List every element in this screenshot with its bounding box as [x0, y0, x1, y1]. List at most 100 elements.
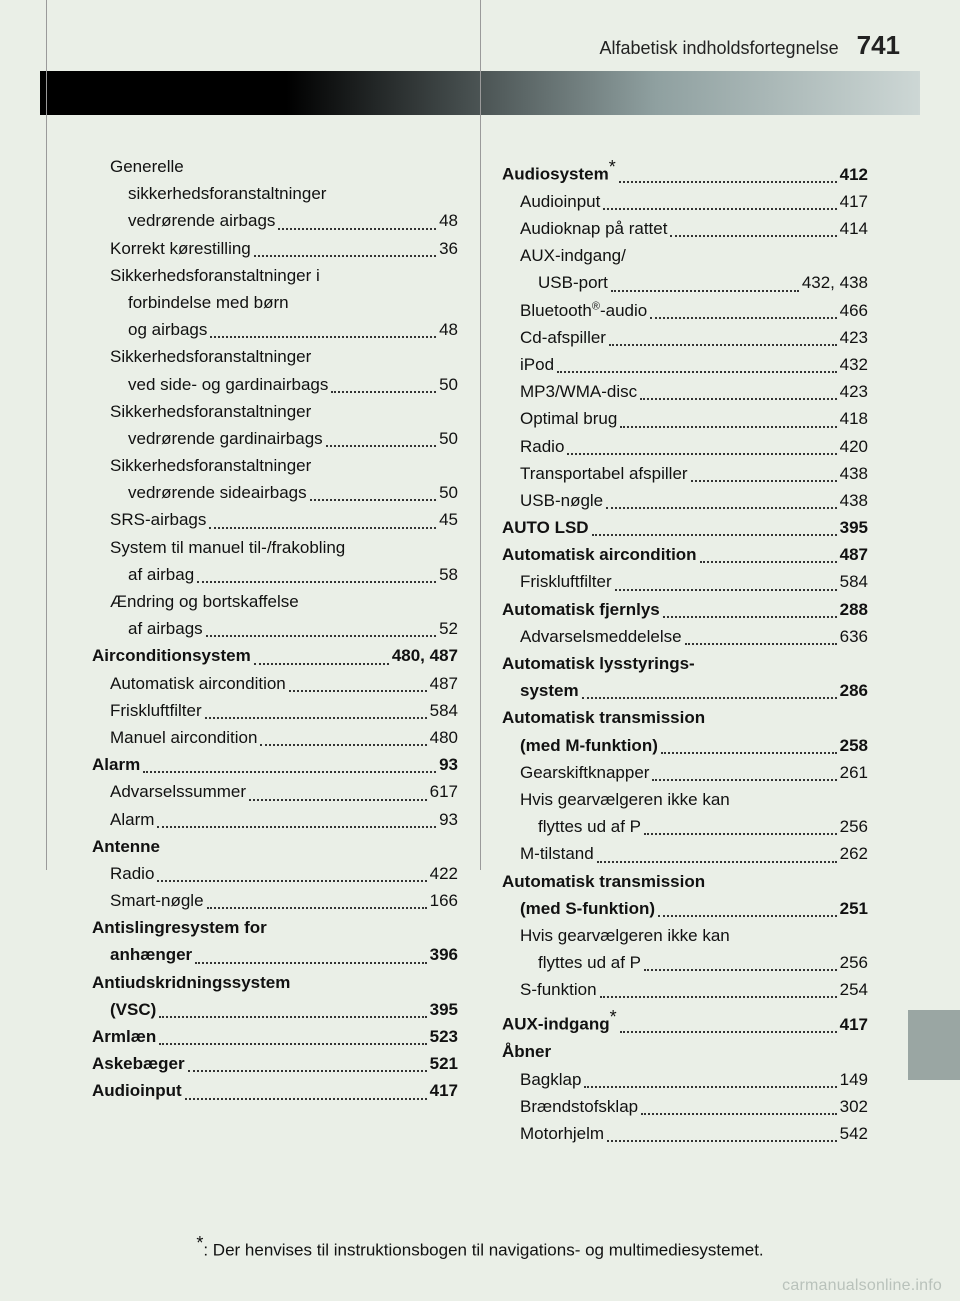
dot-leaders	[582, 686, 837, 700]
index-entry-label: system	[520, 677, 579, 704]
index-entry: Radio422	[92, 860, 458, 887]
index-entry: Optimal brug 418	[502, 405, 868, 432]
index-entry-page: 432	[840, 351, 868, 378]
index-entry-label: vedrørende airbags	[128, 207, 275, 234]
dot-leaders	[205, 705, 427, 719]
footnote-text: : Der henvises til instruktionsbogen til…	[203, 1241, 763, 1260]
dot-leaders	[157, 814, 436, 828]
index-line: Generelle	[92, 153, 458, 180]
index-entry: af airbag58	[92, 561, 458, 588]
index-entry-page: 262	[840, 840, 868, 867]
index-entry-label: AUTO LSD	[502, 514, 589, 541]
index-entry: flyttes ud af P256	[502, 949, 868, 976]
dot-leaders	[600, 985, 837, 999]
index-entry-page: 466	[840, 297, 868, 324]
index-entry-label: (VSC)	[110, 996, 156, 1023]
index-entry: Audioknap på rattet414	[502, 215, 868, 242]
index-entry-label: Optimal brug	[520, 405, 617, 432]
index-entry: Cd-afspiller423	[502, 324, 868, 351]
index-entry: (VSC)395	[92, 996, 458, 1023]
index-entry-page: 302	[840, 1093, 868, 1120]
index-entry-label: Audioinput	[92, 1077, 182, 1104]
index-line: AUX-indgang/	[502, 242, 868, 269]
index-entry-page: 256	[840, 949, 868, 976]
dot-leaders	[700, 550, 837, 564]
header-title: Alfabetisk indholdsfortegnelse	[599, 38, 838, 59]
index-line: Automatisk lysstyrings-	[502, 650, 868, 677]
dot-leaders	[143, 760, 436, 774]
index-entry: USB-nøgle438	[502, 487, 868, 514]
index-entry-page: 251	[840, 895, 868, 922]
index-entry-page: 50	[439, 425, 458, 452]
index-entry-label: Airconditionsystem	[92, 642, 251, 669]
dot-leaders	[661, 740, 837, 754]
index-entry: Smart-nøgle166	[92, 887, 458, 914]
index-entry-page: 636	[840, 623, 868, 650]
index-entry-page: 286	[840, 677, 868, 704]
index-entry-page: 395	[840, 514, 868, 541]
index-columns: Generellesikkerhedsforanstaltningervedrø…	[50, 153, 910, 1147]
index-line: Hvis gearvælgeren ikke kan	[502, 786, 868, 813]
index-entry: Transportabel afspiller 438	[502, 460, 868, 487]
dot-leaders	[640, 387, 837, 401]
index-entry-page: 418	[840, 405, 868, 432]
index-entry-label: Friskluftfilter	[110, 697, 202, 724]
thumb-tab	[908, 1010, 960, 1080]
index-entry: AUX-indgang*417	[502, 1003, 868, 1038]
index-entry-page: 438	[840, 460, 868, 487]
index-entry-page: 542	[840, 1120, 868, 1147]
index-entry-label: SRS-airbags	[110, 506, 206, 533]
index-entry: iPod432	[502, 351, 868, 378]
index-entry-page: 584	[840, 568, 868, 595]
dot-leaders	[607, 1128, 837, 1142]
dot-leaders	[650, 305, 836, 319]
index-entry: Alarm93	[92, 806, 458, 833]
index-line: System til manuel til-/frakobling	[92, 534, 458, 561]
index-entry: (med S-funktion) 251	[502, 895, 868, 922]
dot-leaders	[260, 733, 426, 747]
dot-leaders	[159, 1004, 426, 1018]
index-entry: (med M-funktion)258	[502, 732, 868, 759]
dot-leaders	[207, 896, 427, 910]
index-entry: Korrekt kørestilling36	[92, 235, 458, 262]
dot-leaders	[663, 604, 837, 618]
index-entry-page: 48	[439, 207, 458, 234]
index-entry-page: 417	[430, 1077, 458, 1104]
index-entry: S-funktion254	[502, 976, 868, 1003]
index-entry: Alarm93	[92, 751, 458, 778]
index-entry-label: af airbag	[128, 561, 194, 588]
index-entry-page: 432, 438	[802, 269, 868, 296]
index-entry-page: 288	[840, 596, 868, 623]
index-line: Hvis gearvælgeren ikke kan	[502, 922, 868, 949]
index-entry-label: USB-port	[538, 269, 608, 296]
index-entry: vedrørende gardinairbags50	[92, 425, 458, 452]
index-entry-page: 414	[840, 215, 868, 242]
dot-leaders	[254, 243, 436, 257]
index-entry-label: (med S-funktion)	[520, 895, 655, 922]
index-entry-label: Bluetooth®-audio	[520, 297, 647, 324]
index-entry: Bagklap149	[502, 1066, 868, 1093]
index-line: forbindelse med børn	[92, 289, 458, 316]
index-entry-page: 258	[840, 732, 868, 759]
index-entry: Automatisk aircondition487	[502, 541, 868, 568]
index-entry: anhænger396	[92, 941, 458, 968]
index-entry-label: Automatisk aircondition	[502, 541, 697, 568]
dot-leaders	[644, 958, 837, 972]
index-entry-label: ved side- og gardinairbags	[128, 371, 328, 398]
index-entry: M-tilstand262	[502, 840, 868, 867]
index-entry-page: 584	[430, 697, 458, 724]
index-entry-label: Alarm	[92, 751, 140, 778]
index-entry-page: 438	[840, 487, 868, 514]
dot-leaders	[289, 678, 427, 692]
index-entry-label: Automatisk aircondition	[110, 670, 286, 697]
column-rule-left	[46, 0, 47, 870]
index-line: Ændring og bortskaffelse	[92, 588, 458, 615]
index-entry-page: 52	[439, 615, 458, 642]
index-entry-page: 417	[840, 1011, 868, 1038]
dot-leaders	[249, 787, 427, 801]
index-entry: Automatisk aircondition487	[92, 670, 458, 697]
dot-leaders	[278, 216, 436, 230]
dot-leaders	[620, 414, 836, 428]
index-entry-label: Transportabel afspiller	[520, 460, 688, 487]
dot-leaders	[644, 822, 837, 836]
